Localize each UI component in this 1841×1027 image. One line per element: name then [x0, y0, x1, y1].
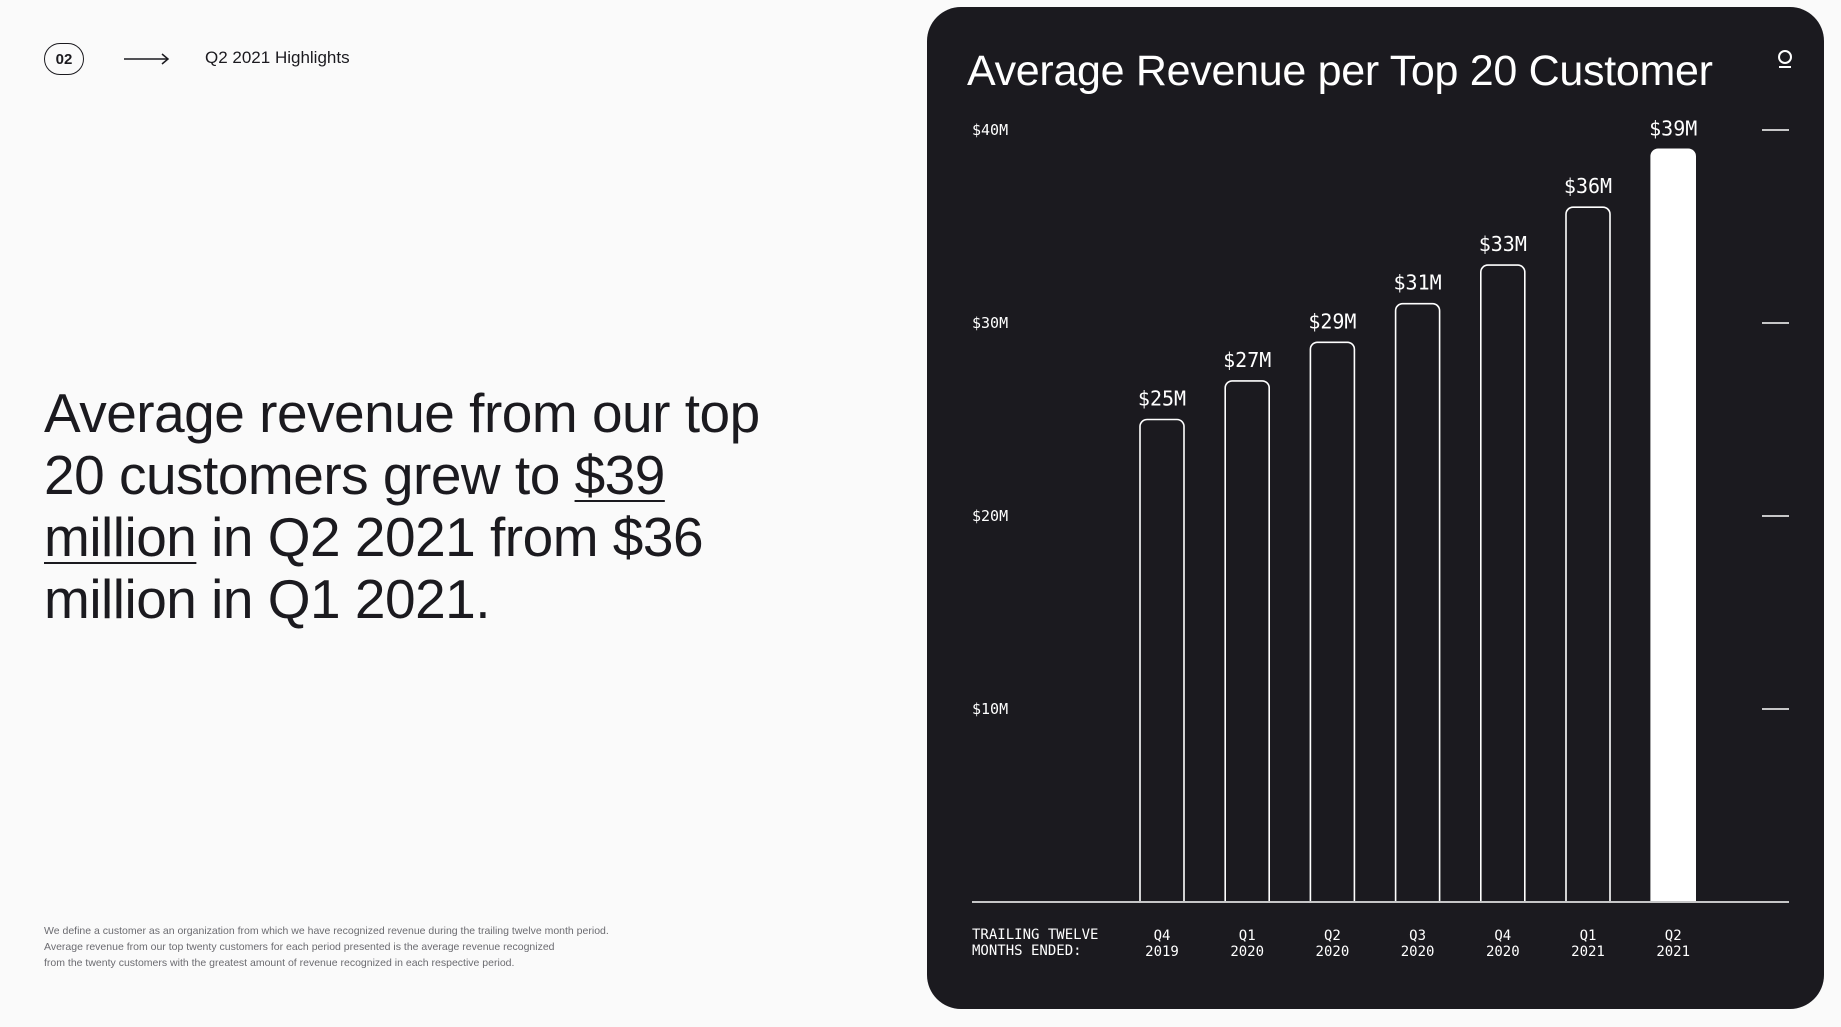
- bar: [1394, 302, 1441, 909]
- x-tick-label-quarter: Q1: [1580, 928, 1597, 944]
- x-tick-label-year: 2021: [1656, 944, 1690, 960]
- bar: [1224, 380, 1271, 909]
- headline-highlight: $39 million: [44, 444, 665, 568]
- x-tick-label-quarter: Q2: [1324, 928, 1341, 944]
- x-tick-label-year: 2019: [1145, 944, 1179, 960]
- bar: [1565, 206, 1611, 909]
- bar: [1139, 418, 1185, 909]
- x-tick-label-quarter: Q4: [1154, 928, 1171, 944]
- x-tick-label-quarter: Q1: [1239, 928, 1256, 944]
- x-tick-label-quarter: Q2: [1665, 928, 1682, 944]
- y-tick-label: $40M: [972, 121, 1008, 139]
- footnote: We define a customer as an organization …: [44, 923, 609, 971]
- footnote-line-3: from the twenty customers with the great…: [44, 957, 515, 969]
- chart-title: Average Revenue per Top 20 Customer: [967, 47, 1713, 95]
- x-tick-label-year: 2020: [1316, 944, 1350, 960]
- x-tick-label-year: 2020: [1486, 944, 1520, 960]
- y-tick-label: $20M: [972, 507, 1008, 525]
- bar-value-label: $25M: [1138, 387, 1186, 411]
- page-number-badge: 02: [44, 43, 84, 75]
- x-tick-label-year: 2021: [1571, 944, 1605, 960]
- company-logo-icon: [1778, 50, 1792, 68]
- x-tick-label-quarter: Q4: [1494, 928, 1511, 944]
- headline-part-2: in Q2 2021 from $36 million in Q1 2021.: [44, 506, 704, 630]
- chart-card: Average Revenue per Top 20 Customer $10M…: [927, 7, 1824, 1009]
- headline-part-1: Average revenue from our top 20 customer…: [44, 382, 760, 506]
- bar-chart: $10M$20M$30M$40M$25MQ42019$27MQ12020$29M…: [972, 116, 1789, 960]
- x-axis-caption: TRAILING TWELVE MONTHS ENDED:: [972, 927, 1098, 959]
- y-tick-label: $10M: [972, 700, 1008, 718]
- bar-highlighted: [1650, 148, 1697, 909]
- bar-value-label: $33M: [1479, 232, 1527, 256]
- bar-value-label: $29M: [1308, 309, 1356, 333]
- footnote-line-2: Average revenue from our top twenty cust…: [44, 941, 555, 953]
- x-tick-label-quarter: Q3: [1409, 928, 1426, 944]
- x-axis-caption-line-2: MONTHS ENDED:: [972, 943, 1082, 959]
- x-axis-caption-line-1: TRAILING TWELVE: [972, 927, 1099, 943]
- bar-value-label: $27M: [1223, 348, 1271, 372]
- bar-value-label: $39M: [1649, 116, 1697, 140]
- bar-value-label: $31M: [1394, 271, 1442, 295]
- x-tick-label-year: 2020: [1230, 944, 1264, 960]
- section-label: Q2 2021 Highlights: [205, 48, 350, 67]
- headline: Average revenue from our top 20 customer…: [44, 382, 784, 630]
- y-tick-label: $30M: [972, 314, 1008, 332]
- bar-value-label: $36M: [1564, 174, 1612, 198]
- baseline-mask: [972, 901, 1787, 915]
- bar: [1479, 264, 1526, 909]
- page-number: 02: [55, 50, 73, 68]
- arrow-right-icon: [124, 53, 170, 65]
- x-tick-label-year: 2020: [1401, 944, 1435, 960]
- bar: [1309, 341, 1356, 909]
- footnote-line-1: We define a customer as an organization …: [44, 925, 609, 937]
